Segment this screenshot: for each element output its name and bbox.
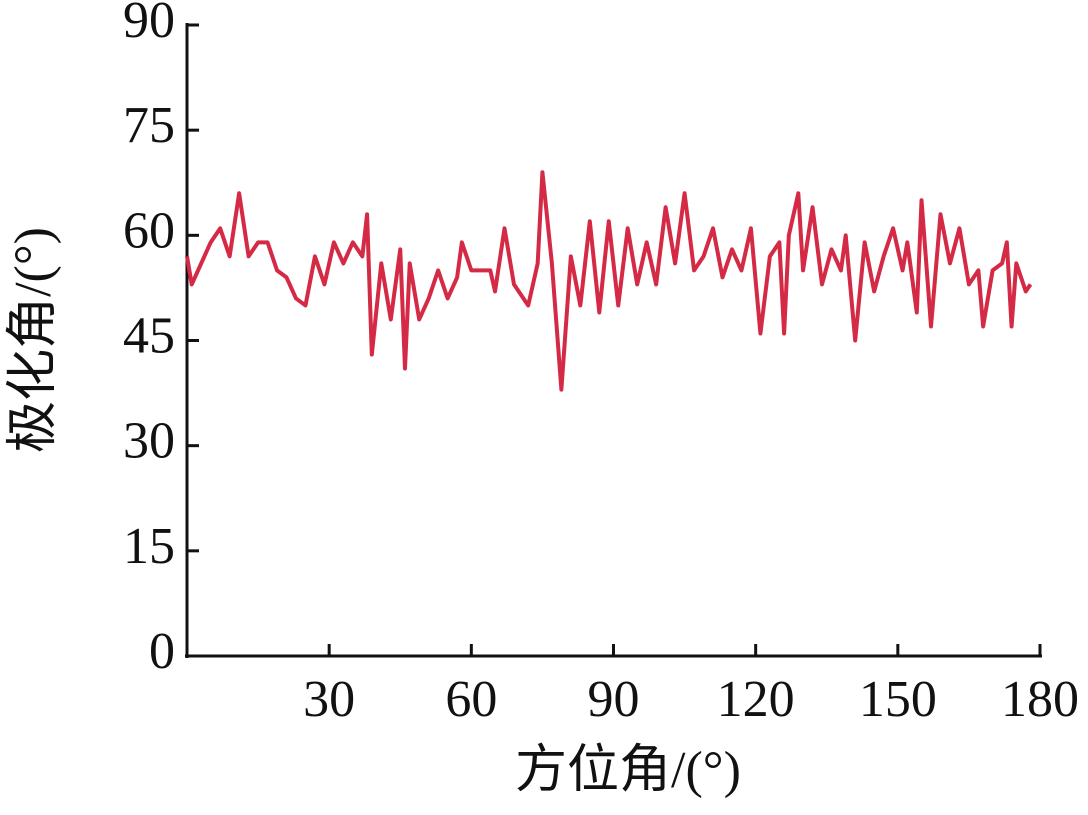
y-tick-label: 75: [123, 97, 175, 154]
y-axis-label: 极化角/(°): [5, 227, 62, 453]
y-tick-label: 60: [123, 202, 175, 259]
x-axis-label: 方位角/(°): [515, 742, 741, 799]
y-tick-label: 15: [123, 518, 175, 575]
y-tick-label: 90: [123, 0, 175, 49]
x-tick-label: 60: [445, 671, 497, 728]
x-tick-label: 120: [717, 671, 795, 728]
y-tick-label: 0: [149, 623, 175, 680]
x-tick-label: 180: [1001, 671, 1079, 728]
y-tick-label: 30: [123, 413, 175, 470]
line: [185, 170, 1033, 392]
y-tick-label: 45: [123, 307, 175, 364]
x-tick-label: 90: [588, 671, 640, 728]
x-tick-label: 30: [303, 671, 355, 728]
x-tick-label: 150: [859, 671, 937, 728]
